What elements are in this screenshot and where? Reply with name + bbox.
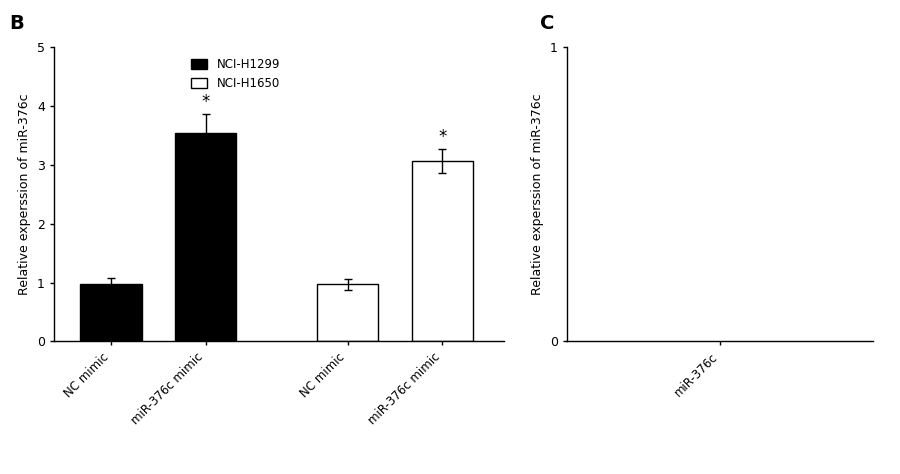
Y-axis label: Relative experssion of miR-376c: Relative experssion of miR-376c xyxy=(531,93,544,295)
Text: C: C xyxy=(540,14,554,33)
Bar xyxy=(411,161,473,341)
Text: B: B xyxy=(9,14,23,33)
Text: *: * xyxy=(438,128,446,146)
Bar xyxy=(80,284,141,341)
Y-axis label: Relative experssion of miR-376c: Relative experssion of miR-376c xyxy=(18,93,32,295)
Text: *: * xyxy=(202,93,210,111)
Legend: NCI-H1299, NCI-H1650: NCI-H1299, NCI-H1650 xyxy=(186,53,284,95)
Bar xyxy=(175,133,237,341)
Bar xyxy=(317,284,379,341)
